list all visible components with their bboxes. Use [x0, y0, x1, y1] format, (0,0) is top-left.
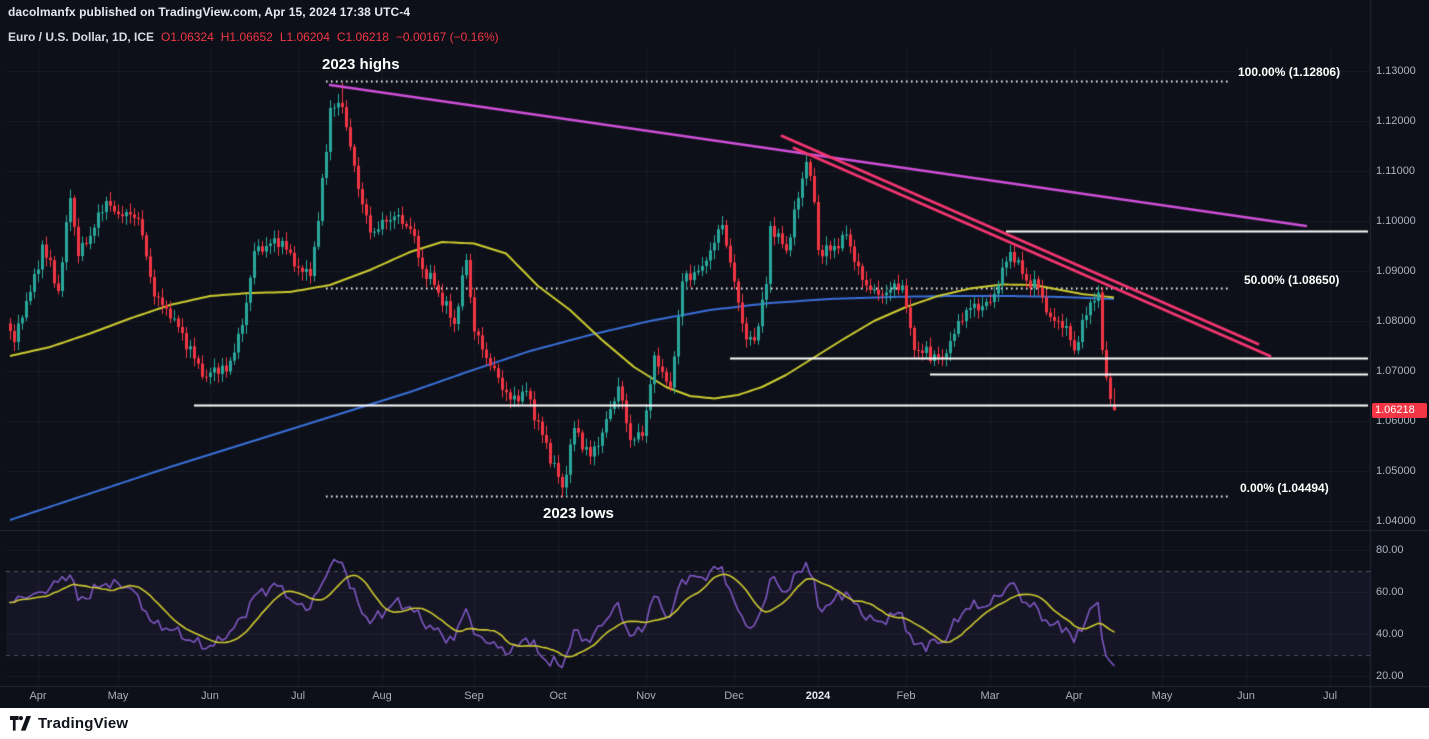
time-tick-label: Feb	[896, 690, 916, 702]
time-tick-label: Jul	[1322, 690, 1338, 702]
annotation-2023-lows: 2023 lows	[543, 505, 614, 522]
time-tick-label: Aug	[372, 690, 392, 702]
time-tick-label: Sep	[464, 690, 484, 702]
time-tick-label: Nov	[636, 690, 656, 702]
axis-tick-label: 1.04000	[1376, 514, 1416, 527]
footer-bar: TradingView	[0, 708, 1429, 739]
ohlc-close: C1.06218	[336, 30, 389, 44]
time-tick-label: Mar	[980, 690, 1000, 702]
ohlc-low: L1.06204	[279, 30, 330, 44]
time-tick-label: Apr	[1065, 690, 1083, 702]
axis-tick-label: 20.00	[1376, 669, 1404, 682]
time-tick-label: Oct	[549, 690, 567, 702]
time-tick-label: Jun	[1237, 690, 1255, 702]
time-tick-label: Jul	[290, 690, 306, 702]
annotation-2023-highs: 2023 highs	[322, 56, 400, 73]
axis-tick-label: 1.05000	[1376, 464, 1416, 477]
time-tick-label: Dec	[724, 690, 744, 702]
tradingview-brand-link[interactable]: TradingView	[10, 715, 128, 732]
fib-label-50: 50.00% (1.08650)	[1244, 273, 1340, 287]
axis-tick-label: 1.12000	[1376, 114, 1416, 127]
time-tick-label: May	[107, 690, 129, 702]
last-price-label: 1.06218	[1372, 403, 1427, 418]
attribution-text: dacolmanfx published on TradingView.com,…	[8, 5, 411, 19]
price-axis[interactable]: 1.13000 1.12000 1.11000 1.10000 1.09000 1.080…	[1372, 0, 1429, 708]
axis-tick-label: 40.00	[1376, 627, 1404, 640]
symbol-info-bar: Euro / U.S. Dollar, 1D, ICE O1.06324 H1.…	[8, 30, 499, 44]
axis-tick-label: 1.10000	[1376, 214, 1416, 227]
fib-label-100: 100.00% (1.12806)	[1238, 65, 1341, 79]
time-tick-label: May	[1151, 690, 1173, 702]
time-tick-label: Apr	[29, 690, 47, 702]
tradingview-wordmark: TradingView	[38, 715, 129, 732]
axis-tick-label: 1.13000	[1376, 64, 1416, 77]
axis-tick-label: 1.07000	[1376, 364, 1416, 377]
time-tick-label: 2024	[805, 690, 831, 702]
axis-tick-label: 1.09000	[1376, 264, 1416, 277]
symbol-title: Euro / U.S. Dollar, 1D, ICE	[8, 30, 155, 44]
axis-tick-label: 1.11000	[1376, 164, 1415, 177]
tradingview-logo-icon	[10, 716, 31, 731]
ohlc-open: O1.06324	[161, 30, 214, 44]
ohlc-high: H1.06652	[220, 30, 273, 44]
fib-label-0: 0.00% (1.04494)	[1240, 481, 1329, 495]
time-tick-label: Jun	[201, 690, 219, 702]
axis-tick-label: 60.00	[1376, 585, 1404, 598]
axis-tick-label: 80.00	[1376, 543, 1404, 556]
axis-tick-label: 1.08000	[1376, 314, 1416, 327]
price-change: −0.00167 (−0.16%)	[395, 30, 499, 44]
time-axis[interactable]: Apr May Jun Jul Aug Sep Oct Nov Dec 2024 Feb Mar Apr…	[0, 686, 1429, 708]
